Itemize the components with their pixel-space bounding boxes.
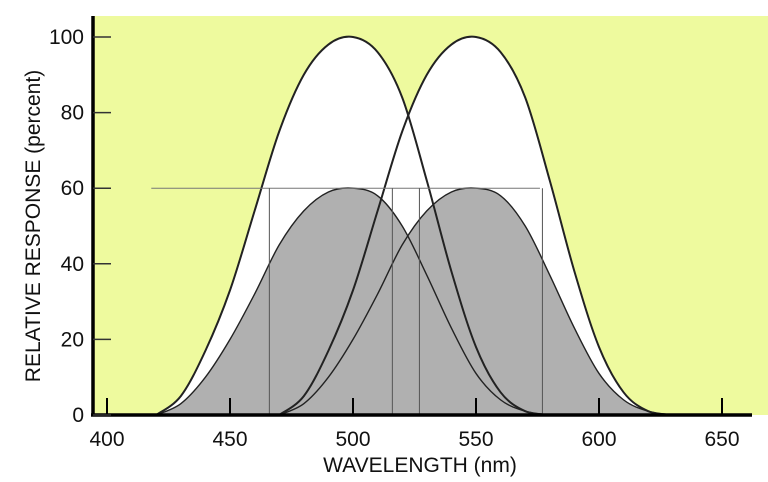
x-tick-label: 450 xyxy=(212,428,247,451)
series-line-550-100 xyxy=(278,35,673,416)
x-tick-label: 650 xyxy=(704,428,739,451)
y-tick-label: 40 xyxy=(61,253,84,276)
y-tick-label: 100 xyxy=(49,26,84,49)
series-area-550-60 xyxy=(279,187,673,415)
x-tick-label: 500 xyxy=(335,428,370,451)
series-line-500-100 xyxy=(155,35,550,416)
y-tick-label: 80 xyxy=(61,102,84,125)
y-tick-label: 0 xyxy=(72,404,84,427)
x-tick-label: 600 xyxy=(581,428,616,451)
x-tick-label: 550 xyxy=(458,428,493,451)
y-axis-label: RELATIVE RESPONSE (percent) xyxy=(22,70,45,382)
x-axis-label: WAVELENGTH (nm) xyxy=(323,454,517,477)
y-tick-label: 60 xyxy=(61,177,84,200)
x-tick-label: 400 xyxy=(89,428,124,451)
y-tick-label: 20 xyxy=(61,328,84,351)
